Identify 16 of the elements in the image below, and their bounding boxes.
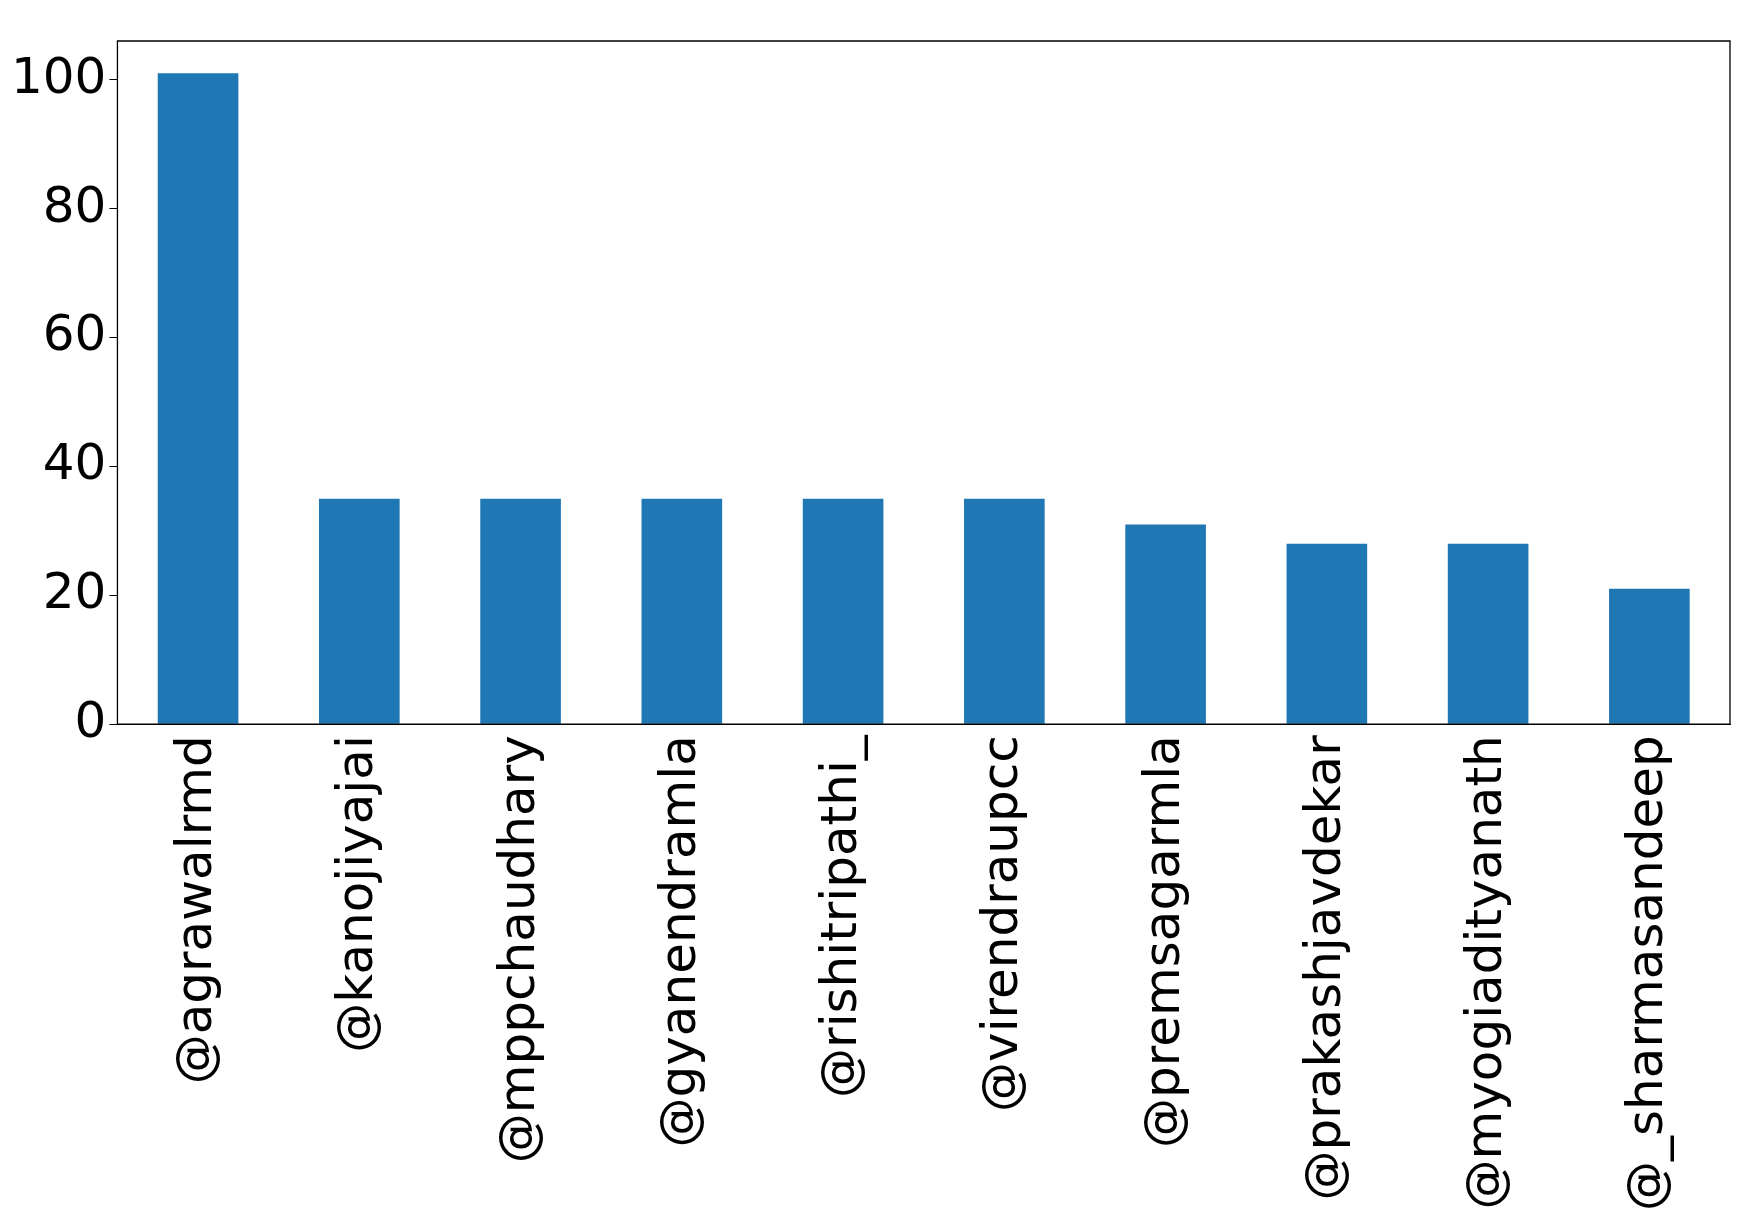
y-tick-label: 40 [42,433,107,492]
x-tick-label: @mppchaudhary [487,735,546,1164]
x-tick-label: @virendraupcc [971,735,1030,1112]
x-tick-label: @rishitripathi_ [810,734,869,1098]
x-tick-label: @myogiadityanath [1455,735,1514,1210]
y-tick-label: 80 [42,175,107,234]
y-tick-label: 100 [11,46,107,105]
x-tick-label: @premsagarmla [1132,735,1191,1148]
x-tick-label: @agrawalrmd [165,735,224,1085]
y-tick-label: 60 [42,304,107,363]
x-tick-label: @prakashjavdekar [1293,734,1352,1201]
y-tick-label: 0 [74,691,107,750]
x-tick-label: @kanojiyajai [326,735,385,1053]
x-tick-label: @_sharmasandeep [1616,735,1675,1211]
x-tick-label: @gyanendramla [648,735,707,1148]
y-tick-label: 20 [42,562,107,621]
